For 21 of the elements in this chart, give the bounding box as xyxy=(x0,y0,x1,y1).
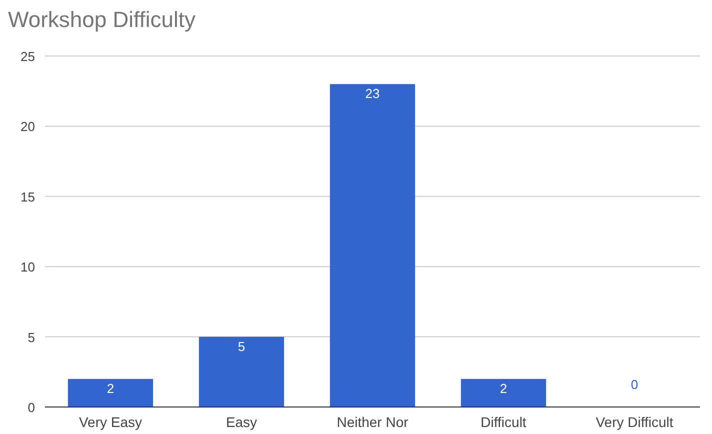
x-tick-label: Neither Nor xyxy=(336,414,409,430)
x-tick-label: Difficult xyxy=(480,414,526,430)
x-tick-label: Very Difficult xyxy=(596,414,674,430)
y-tick-label: 15 xyxy=(20,189,35,204)
chart-title: Workshop Difficulty xyxy=(8,7,196,32)
y-tick-label: 10 xyxy=(20,260,35,275)
bar xyxy=(198,336,284,407)
bar xyxy=(330,84,416,407)
y-tick-label: 25 xyxy=(20,49,35,64)
y-tick-label: 0 xyxy=(28,400,35,415)
data-label: 5 xyxy=(238,338,246,354)
bar xyxy=(460,378,546,407)
y-tick-label: 5 xyxy=(28,330,35,345)
data-label: 0 xyxy=(630,377,638,392)
y-tick-label: 20 xyxy=(20,119,35,134)
data-label: 2 xyxy=(106,380,114,396)
x-tick-label: Very Easy xyxy=(78,414,142,430)
data-label: 2 xyxy=(500,380,508,396)
data-label: 23 xyxy=(365,86,380,102)
x-tick-label: Easy xyxy=(226,414,258,430)
bar xyxy=(68,378,154,407)
